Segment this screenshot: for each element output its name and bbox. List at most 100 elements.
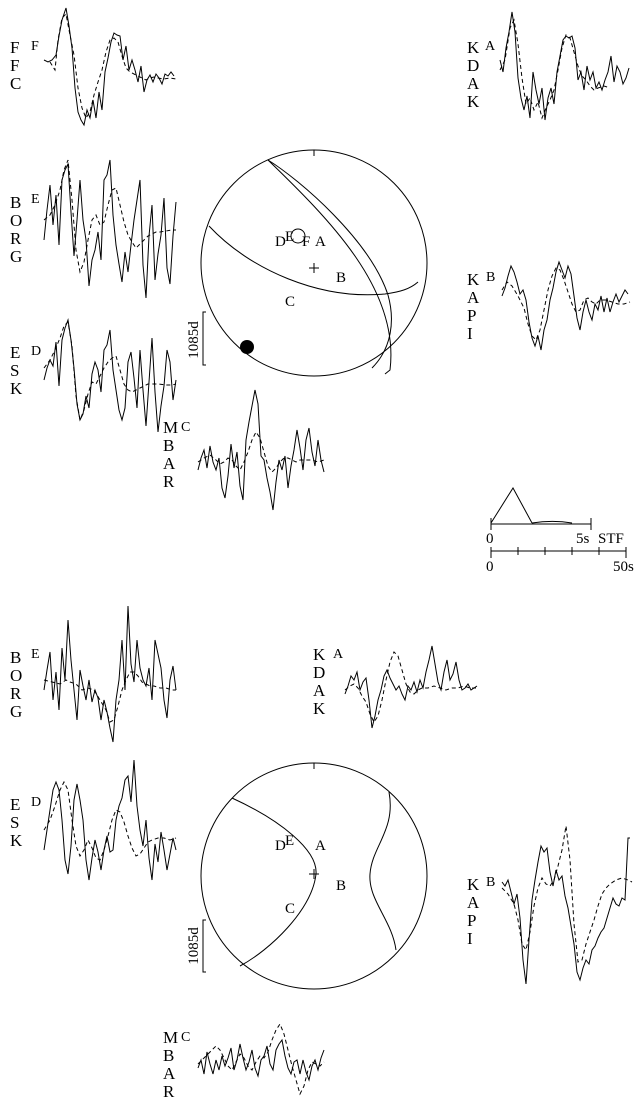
station-kdak-char-1: K — [467, 38, 480, 57]
observed-trace-esk-lower — [43, 759, 177, 881]
station-kdak-lower-letter: A — [333, 647, 344, 662]
station-ffc-char-1: F — [10, 38, 19, 57]
stf-triangle — [490, 487, 533, 524]
synthetic-trace-ffc — [49, 12, 177, 120]
lower-sphere-label-a: A — [315, 838, 326, 854]
lower-nodal-plane-2 — [369, 791, 397, 951]
synthetic-trace-borg-upper — [43, 159, 176, 274]
time-scale-start-label: 0 — [486, 559, 494, 575]
station-borg-lower-char-3: R — [10, 684, 22, 703]
lower-scale-bracket — [202, 919, 206, 973]
station-ffc-char-2: F — [10, 56, 19, 75]
station-kdak-char-4: K — [467, 92, 480, 111]
station-mbar-lower-char-4: R — [163, 1082, 175, 1101]
observed-trace-kapi-upper — [501, 260, 629, 351]
lower-focal-sphere: D E A B C — [200, 762, 428, 990]
observed-trace-borg-lower — [43, 605, 177, 743]
station-kapi-lower-char-3: P — [467, 911, 476, 930]
station-kdak-lower: K D A K A — [313, 645, 478, 729]
station-kapi-char-1: K — [467, 270, 480, 289]
upper-filled-circle — [240, 340, 254, 354]
station-mbar-lower: M B A R C — [163, 1022, 325, 1101]
observed-trace-mbar-lower — [197, 1038, 325, 1082]
station-kdak-lower-char-4: K — [313, 699, 326, 718]
station-kdak-upper: K D A K A — [467, 11, 630, 121]
station-borg-lower-char-4: G — [10, 702, 22, 721]
station-mbar-char-2: B — [163, 436, 174, 455]
station-kapi-char-3: P — [467, 306, 476, 325]
lower-sphere-label-d: D — [275, 838, 286, 854]
station-esk-lower: E S K D — [10, 759, 177, 881]
time-scale: 0 50s — [486, 547, 634, 575]
stf-label: STF — [598, 531, 624, 547]
stf-tick-start-label: 0 — [486, 531, 494, 547]
station-esk-letter: D — [31, 344, 41, 359]
station-borg-lower-char-2: O — [10, 666, 22, 685]
lower-sphere-label-b: B — [336, 878, 346, 894]
station-ffc-letter: F — [31, 39, 39, 54]
synthetic-trace-esk-lower — [43, 780, 177, 861]
station-mbar-upper: M B A R C — [163, 389, 325, 511]
upper-sphere-label-d: D — [275, 234, 286, 250]
station-kdak-lower-char-3: A — [313, 681, 326, 700]
upper-nodal-plane-1b — [267, 159, 392, 369]
stf-tick-end-label: 5s — [576, 531, 590, 547]
station-mbar-lower-letter: C — [181, 1030, 190, 1045]
station-borg-char-1: B — [10, 193, 21, 212]
station-kdak-char-3: A — [467, 74, 480, 93]
synthetic-trace-borg-lower — [43, 671, 176, 723]
observed-trace-mbar-upper — [197, 389, 325, 511]
station-esk-char-1: E — [10, 343, 20, 362]
upper-focal-sphere: D E F A B C — [200, 149, 428, 377]
observed-trace-ffc — [43, 7, 175, 127]
station-kdak-lower-char-1: K — [313, 645, 326, 664]
station-borg-lower-char-1: B — [10, 648, 21, 667]
upper-sphere-label-b: B — [336, 270, 346, 286]
station-borg-lower: B O R G E — [10, 605, 177, 743]
station-esk-upper: E S K D — [10, 318, 177, 433]
observed-trace-kapi-lower — [501, 837, 630, 985]
lower-scale-bar: 1085d — [186, 919, 206, 973]
station-mbar-lower-char-2: B — [163, 1046, 174, 1065]
synthetic-trace-mbar-upper — [197, 431, 325, 473]
station-kdak-lower-char-2: D — [313, 663, 325, 682]
lower-scale-label: 1085d — [186, 927, 202, 965]
station-kapi-lower: K A P I B — [467, 825, 633, 985]
station-mbar-char-4: R — [163, 472, 175, 491]
station-borg-char-2: O — [10, 211, 22, 230]
time-scale-end-label: 50s — [613, 559, 634, 575]
lower-sphere-label-e: E — [285, 833, 294, 849]
station-kapi-upper: K A P I B — [467, 260, 631, 351]
upper-sphere-label-a: A — [315, 234, 326, 250]
observed-trace-kdak — [499, 11, 630, 121]
station-kapi-lower-letter: B — [486, 875, 495, 890]
upper-scale-label: 1085d — [186, 321, 202, 359]
upper-scale-bracket — [202, 311, 206, 366]
station-kapi-letter: B — [486, 270, 495, 285]
station-kdak-letter: A — [485, 39, 496, 54]
station-mbar-char-1: M — [163, 418, 178, 437]
upper-sphere-label-c: C — [285, 294, 295, 310]
observed-trace-borg-upper — [43, 159, 177, 299]
station-ffc: F F C F — [10, 7, 177, 127]
upper-sphere-label-e: E — [285, 229, 294, 245]
station-borg-char-3: R — [10, 229, 22, 248]
station-mbar-lower-char-3: A — [163, 1064, 176, 1083]
synthetic-trace-kdak — [499, 18, 611, 120]
lower-panel: B O R G E K D A K A E S K D — [10, 605, 633, 1101]
upper-nodal-plane-1 — [267, 159, 392, 375]
synthetic-trace-mbar-lower — [197, 1022, 325, 1096]
source-time-function: 0 5s STF — [486, 487, 624, 547]
station-esk-lower-letter: D — [31, 795, 41, 810]
station-borg-char-4: G — [10, 247, 22, 266]
upper-panel: F F C F K D A K A B O R G E — [10, 7, 634, 575]
station-esk-lower-char-2: S — [10, 813, 19, 832]
station-mbar-char-3: A — [163, 454, 176, 473]
station-borg-upper: B O R G E — [10, 159, 177, 299]
synthetic-trace-kapi-upper — [501, 267, 631, 341]
station-kdak-char-2: D — [467, 56, 479, 75]
upper-scale-bar: 1085d — [186, 311, 206, 366]
lower-nodal-plane-1 — [231, 797, 317, 967]
observed-trace-esk-upper — [43, 318, 177, 433]
